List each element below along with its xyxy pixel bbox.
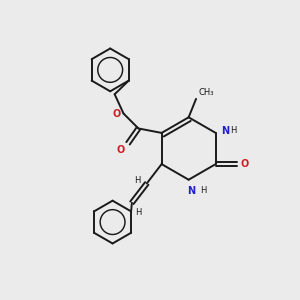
- Text: O: O: [113, 109, 121, 118]
- Text: CH₃: CH₃: [198, 88, 214, 98]
- Text: H: H: [134, 176, 141, 185]
- Text: H: H: [135, 208, 141, 217]
- Text: H: H: [200, 186, 207, 195]
- Text: H: H: [230, 126, 236, 135]
- Text: O: O: [116, 145, 124, 155]
- Text: N: N: [187, 186, 195, 196]
- Text: O: O: [241, 159, 249, 169]
- Text: N: N: [221, 125, 229, 136]
